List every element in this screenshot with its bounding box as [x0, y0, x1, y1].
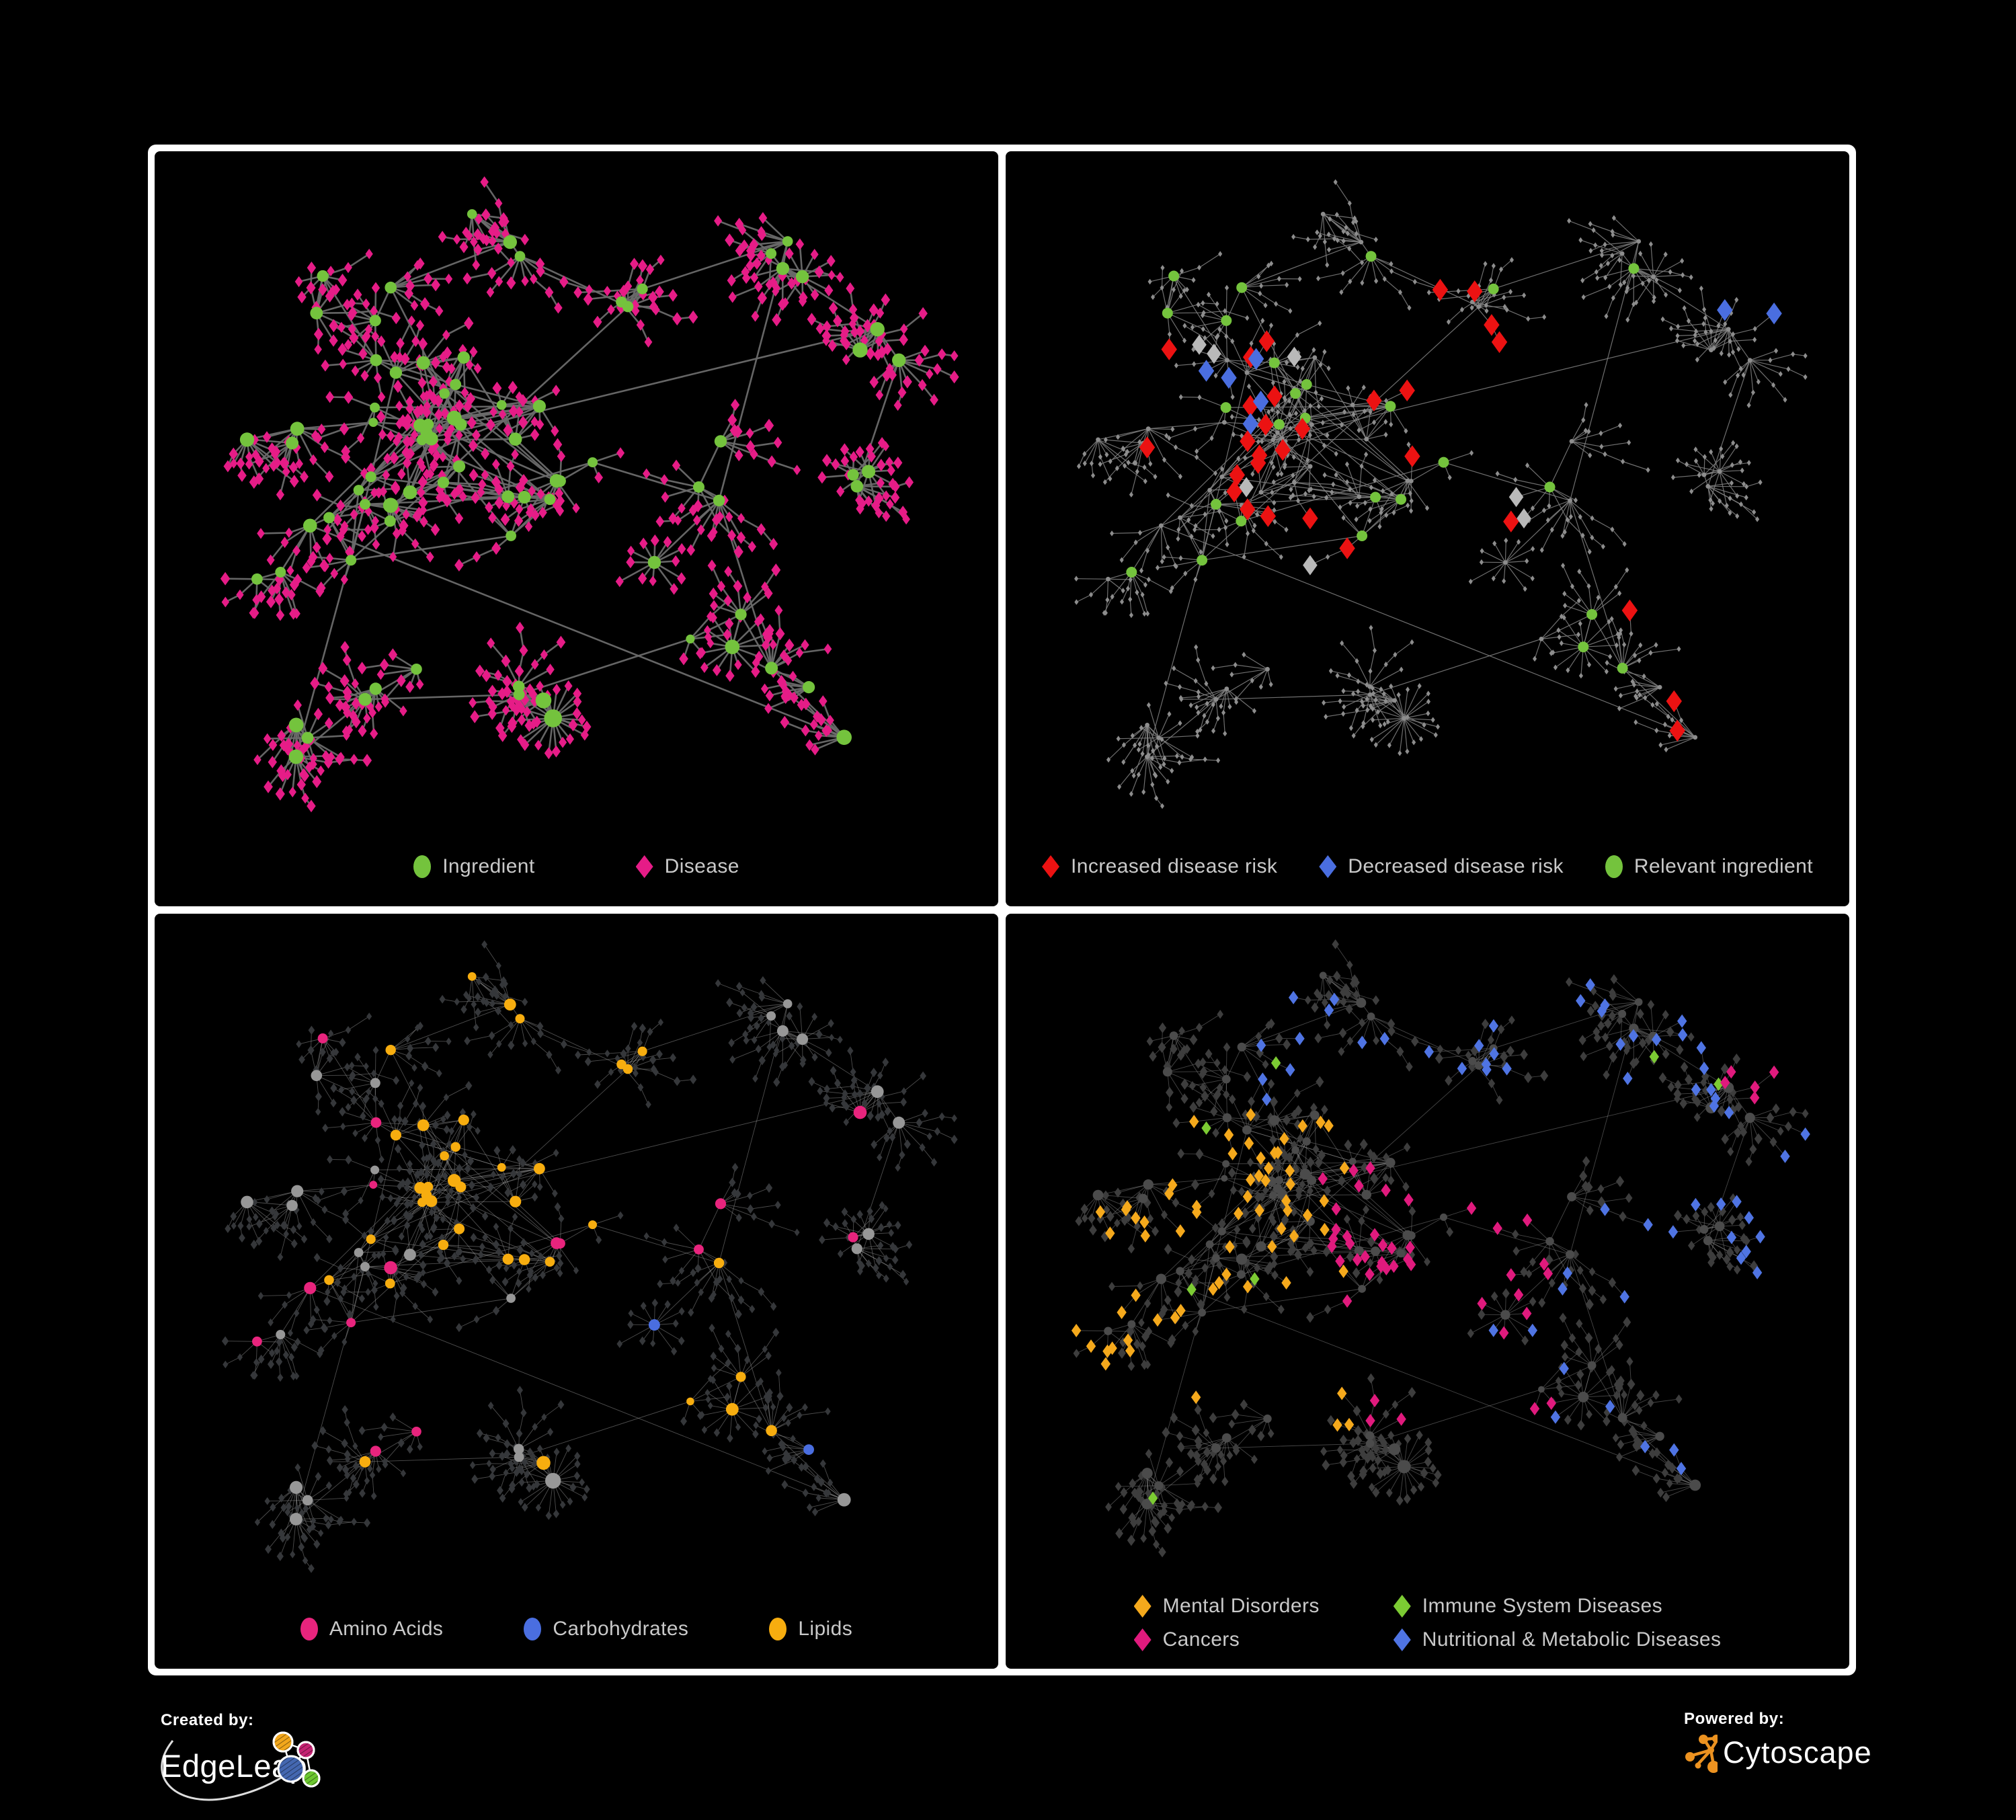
legend-label: Amino Acids	[329, 1618, 444, 1640]
legend-item: Decreased disease risk	[1319, 855, 1564, 878]
panel-ingredient-disease: Ingredient Disease	[155, 151, 998, 906]
legend-item: Amino Acids	[300, 1618, 443, 1640]
network-graph	[220, 176, 959, 813]
panel-legend: Increased disease risk Decreased disease …	[1006, 855, 1849, 878]
legend-item: Carbohydrates	[524, 1618, 688, 1640]
network-graph	[1071, 939, 1810, 1558]
legend-marker-diamond	[635, 855, 653, 878]
legend-marker-circle	[1605, 855, 1623, 878]
legend-marker-circle	[769, 1618, 787, 1640]
legend-label: Lipids	[798, 1618, 853, 1640]
legend-item: Lipids	[769, 1618, 852, 1640]
legend-item: Mental Disorders	[1133, 1595, 1320, 1618]
cytoscape-brand-row: Cytoscape	[1684, 1733, 1912, 1773]
powered-by-label: Powered by:	[1684, 1710, 1785, 1728]
legend-marker-circle	[413, 855, 432, 878]
panel-disease-risk: Increased disease risk Decreased disease …	[1006, 151, 1849, 906]
figure-grid: Ingredient Disease Increased disease risk…	[148, 145, 1856, 1675]
legend-label: Increased disease risk	[1071, 855, 1278, 877]
cytoscape-logo-icon	[1685, 1735, 1718, 1773]
network-graph	[221, 940, 958, 1573]
legend-marker-diamond	[1393, 1628, 1411, 1651]
edgeleap-logo-icon	[272, 1731, 321, 1788]
panel-legend: Mental Disorders Immune System Diseases Ca…	[1006, 1595, 1849, 1651]
legend-label: Decreased disease risk	[1348, 855, 1564, 877]
network-graph	[1074, 179, 1808, 809]
panel-nutrient-classes: Amino Acids Carbohydrates Lipids	[155, 914, 998, 1669]
edgeleap-credit: Created by: EdgeLeap	[161, 1711, 362, 1805]
panel-legend: Amino Acids Carbohydrates Lipids	[155, 1618, 998, 1640]
legend-item: Increased disease risk	[1042, 855, 1277, 878]
legend-marker-circle	[524, 1618, 542, 1640]
cytoscape-credit: Powered by: Cytoscape	[1684, 1710, 1912, 1790]
legend-marker-diamond	[1393, 1595, 1411, 1618]
legend-item: Disease	[635, 855, 739, 878]
cytoscape-wordmark: Cytoscape	[1723, 1735, 1872, 1770]
legend-marker-diamond	[1319, 855, 1337, 878]
legend-marker-diamond	[1042, 855, 1059, 878]
legend-label: Ingredient	[442, 855, 535, 877]
legend-label: Carbohydrates	[553, 1618, 689, 1640]
legend-item: Nutritional & Metabolic Diseases	[1393, 1628, 1722, 1651]
legend-label: Mental Disorders	[1162, 1595, 1320, 1617]
legend-item: Relevant ingredient	[1605, 855, 1813, 878]
legend-label: Nutritional & Metabolic Diseases	[1422, 1628, 1722, 1651]
legend-marker-circle	[300, 1618, 318, 1640]
legend-label: Disease	[664, 855, 739, 877]
legend-item: Immune System Diseases	[1393, 1595, 1662, 1618]
legend-marker-diamond	[1133, 1595, 1152, 1618]
legend-label: Cancers	[1162, 1628, 1240, 1651]
legend-item: Cancers	[1133, 1628, 1240, 1651]
legend-label: Relevant ingredient	[1634, 855, 1813, 877]
legend-marker-diamond	[1133, 1628, 1152, 1651]
created-by-label: Created by:	[161, 1711, 254, 1729]
edgeleap-brand-row: EdgeLeap	[161, 1731, 362, 1801]
panel-disease-classes: Mental Disorders Immune System Diseases Ca…	[1006, 914, 1849, 1669]
legend-item: Ingredient	[413, 855, 534, 878]
legend-label: Immune System Diseases	[1422, 1595, 1662, 1617]
panel-legend: Ingredient Disease	[155, 855, 998, 878]
